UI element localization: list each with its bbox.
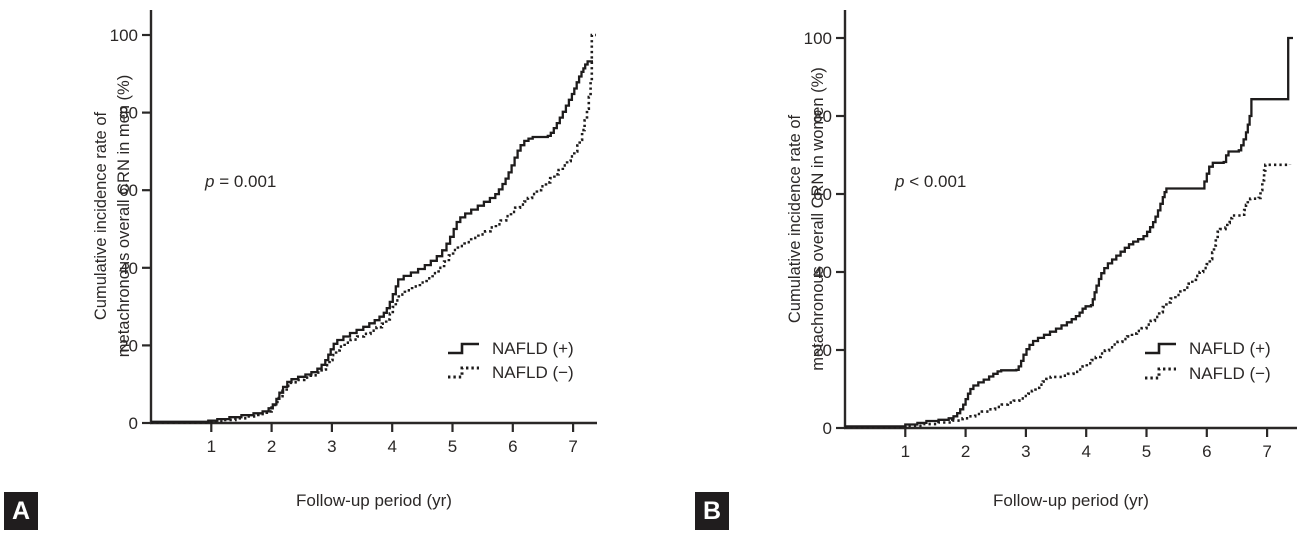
legend-symbol-B-nafld-negative [1145,367,1176,380]
y-tick-label-A-60: 60 [119,181,138,200]
x-tick-label-A-6: 6 [508,437,517,456]
y-tick-label-A-0: 0 [129,414,138,433]
x-tick-label-A-7: 7 [568,437,577,456]
x-tick-label-B-3: 3 [1021,442,1030,461]
y-tick-label-B-0: 0 [823,419,832,438]
y-tick-label-B-80: 80 [813,107,832,126]
x-tick-label-A-3: 3 [327,437,336,456]
p-value-annotation-B: p < 0.001 [894,172,966,191]
y-axis-title-B-line1: Cumulative incidence rate of [786,114,804,323]
legend-symbol-A-nafld-negative [448,366,479,379]
series-A-nafld-negative-curve [151,33,596,424]
x-tick-label-A-2: 2 [267,437,276,456]
panel-label-B: B [695,492,729,530]
x-tick-label-B-4: 4 [1081,442,1090,461]
x-tick-label-A-4: 4 [387,437,396,456]
series-B-nafld-negative-curve [845,163,1292,429]
legend-symbol-A-nafld-positive [448,342,479,355]
y-axis-title-B-line2: metachronous overall CRN in women (%) [809,67,827,371]
panel-label-A: A [4,492,38,530]
y-axis-title-A-line1: Cumulative incidence rate of [92,111,110,320]
y-tick-label-A-20: 20 [119,336,138,355]
x-tick-label-B-1: 1 [901,442,910,461]
y-tick-label-B-100: 100 [804,29,832,48]
p-value-annotation-A: p = 0.001 [204,172,276,191]
x-tick-label-A-1: 1 [207,437,216,456]
y-axis-title-A-line2: metachronous overall CRN in men (%) [115,75,133,357]
legend-label-A-nafld-positive: NAFLD (+) [492,339,574,358]
y-tick-label-B-40: 40 [813,263,832,282]
legend-label-B-nafld-negative: NAFLD (−) [1189,364,1271,383]
y-tick-label-A-100: 100 [110,26,138,45]
x-tick-label-B-6: 6 [1202,442,1211,461]
x-tick-label-B-5: 5 [1142,442,1151,461]
legend-symbol-B-nafld-positive [1145,342,1176,355]
y-tick-label-B-20: 20 [813,341,832,360]
x-axis-title-panel-A: Follow-up period (yr) [296,491,452,510]
legend-label-A-nafld-negative: NAFLD (−) [492,363,574,382]
y-tick-label-B-60: 60 [813,185,832,204]
series-B-nafld-positive-curve [845,36,1293,428]
y-tick-label-A-80: 80 [119,104,138,123]
x-axis-title-panel-B: Follow-up period (yr) [993,491,1149,510]
x-tick-label-B-2: 2 [961,442,970,461]
x-tick-label-A-5: 5 [448,437,457,456]
legend-label-B-nafld-positive: NAFLD (+) [1189,339,1271,358]
y-tick-label-A-40: 40 [119,259,138,278]
x-tick-label-B-7: 7 [1262,442,1271,461]
